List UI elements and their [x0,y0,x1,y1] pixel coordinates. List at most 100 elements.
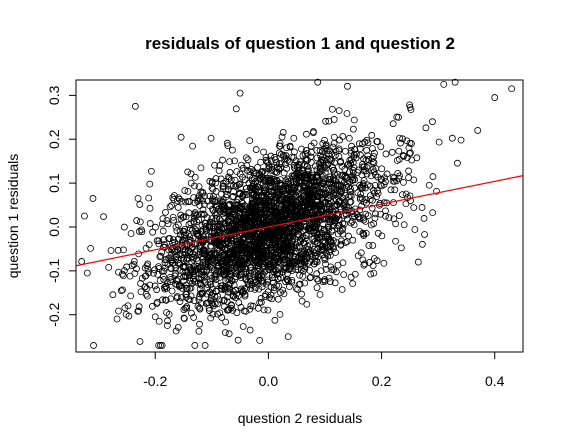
data-point [360,261,368,269]
data-point [271,207,279,214]
plot-frame [75,79,524,353]
data-point [292,191,300,199]
data-point [232,273,240,280]
data-point [359,184,367,192]
data-point [232,264,240,272]
data-point [341,165,349,173]
data-point [267,192,275,200]
data-point [377,143,385,151]
data-point [268,163,276,171]
data-point [278,133,286,141]
data-point [192,277,199,285]
data-point [197,241,205,249]
data-point [327,157,335,165]
data-point [331,202,339,210]
data-point [135,303,143,311]
data-point [328,105,336,113]
data-point [233,269,240,277]
data-point [291,242,299,249]
data-point [288,230,296,238]
data-point [170,192,178,199]
data-point [279,286,287,294]
data-point [396,155,403,163]
data-point [279,268,287,276]
data-point [307,273,315,281]
data-point [238,251,246,259]
data-point [395,174,403,182]
data-point [163,322,171,329]
data-point [429,209,437,217]
data-point [273,168,281,176]
data-point [376,181,384,189]
data-point [240,242,248,250]
data-point [209,205,216,213]
data-point [237,219,245,226]
data-point [371,181,379,189]
data-point [177,133,185,141]
data-point [357,190,365,198]
data-point [241,258,249,266]
data-point [270,265,278,273]
data-point [115,268,122,276]
data-point [397,244,405,252]
data-point [340,202,348,210]
data-point [340,220,348,228]
data-point [145,241,153,249]
data-point [133,217,141,224]
data-point [395,113,402,121]
data-point [184,187,192,195]
data-point [306,191,314,199]
data-point [191,173,199,181]
data-point [367,221,375,229]
data-point [338,176,346,184]
data-point [195,216,203,224]
data-point [235,240,243,248]
data-point [198,253,206,260]
data-point [209,310,217,318]
data-point [246,137,254,145]
data-point [317,267,325,275]
data-point [258,173,266,181]
data-point [208,215,216,223]
data-point [317,152,325,160]
data-point [349,169,357,177]
data-point [221,329,229,337]
data-point [212,203,220,211]
data-point [201,273,208,281]
data-point [319,278,327,285]
data-point [297,260,305,268]
data-point [309,235,316,243]
data-point [323,231,330,239]
data-point [346,192,354,199]
data-point [236,189,244,197]
data-point [243,229,251,237]
data-point [144,265,152,273]
data-point [219,201,227,209]
data-point [491,94,499,101]
data-point [257,294,265,302]
data-point [181,187,189,194]
data-point [331,279,339,287]
data-point [168,258,175,265]
data-point [378,182,386,190]
data-point [357,151,364,159]
data-point [260,189,268,197]
data-point [303,163,311,171]
data-point [392,237,399,245]
data-point [265,260,273,268]
data-point [105,263,113,271]
data-point [325,225,333,233]
data-point [90,342,97,349]
data-point [241,285,249,292]
data-point [402,190,410,198]
data-point [211,273,219,281]
data-point [410,204,418,212]
data-point [284,185,292,193]
data-point [373,257,381,265]
data-point [272,245,280,253]
data-point [182,198,190,206]
data-point [252,261,259,269]
data-point [356,195,364,203]
data-point [360,216,368,224]
data-point [197,263,205,271]
